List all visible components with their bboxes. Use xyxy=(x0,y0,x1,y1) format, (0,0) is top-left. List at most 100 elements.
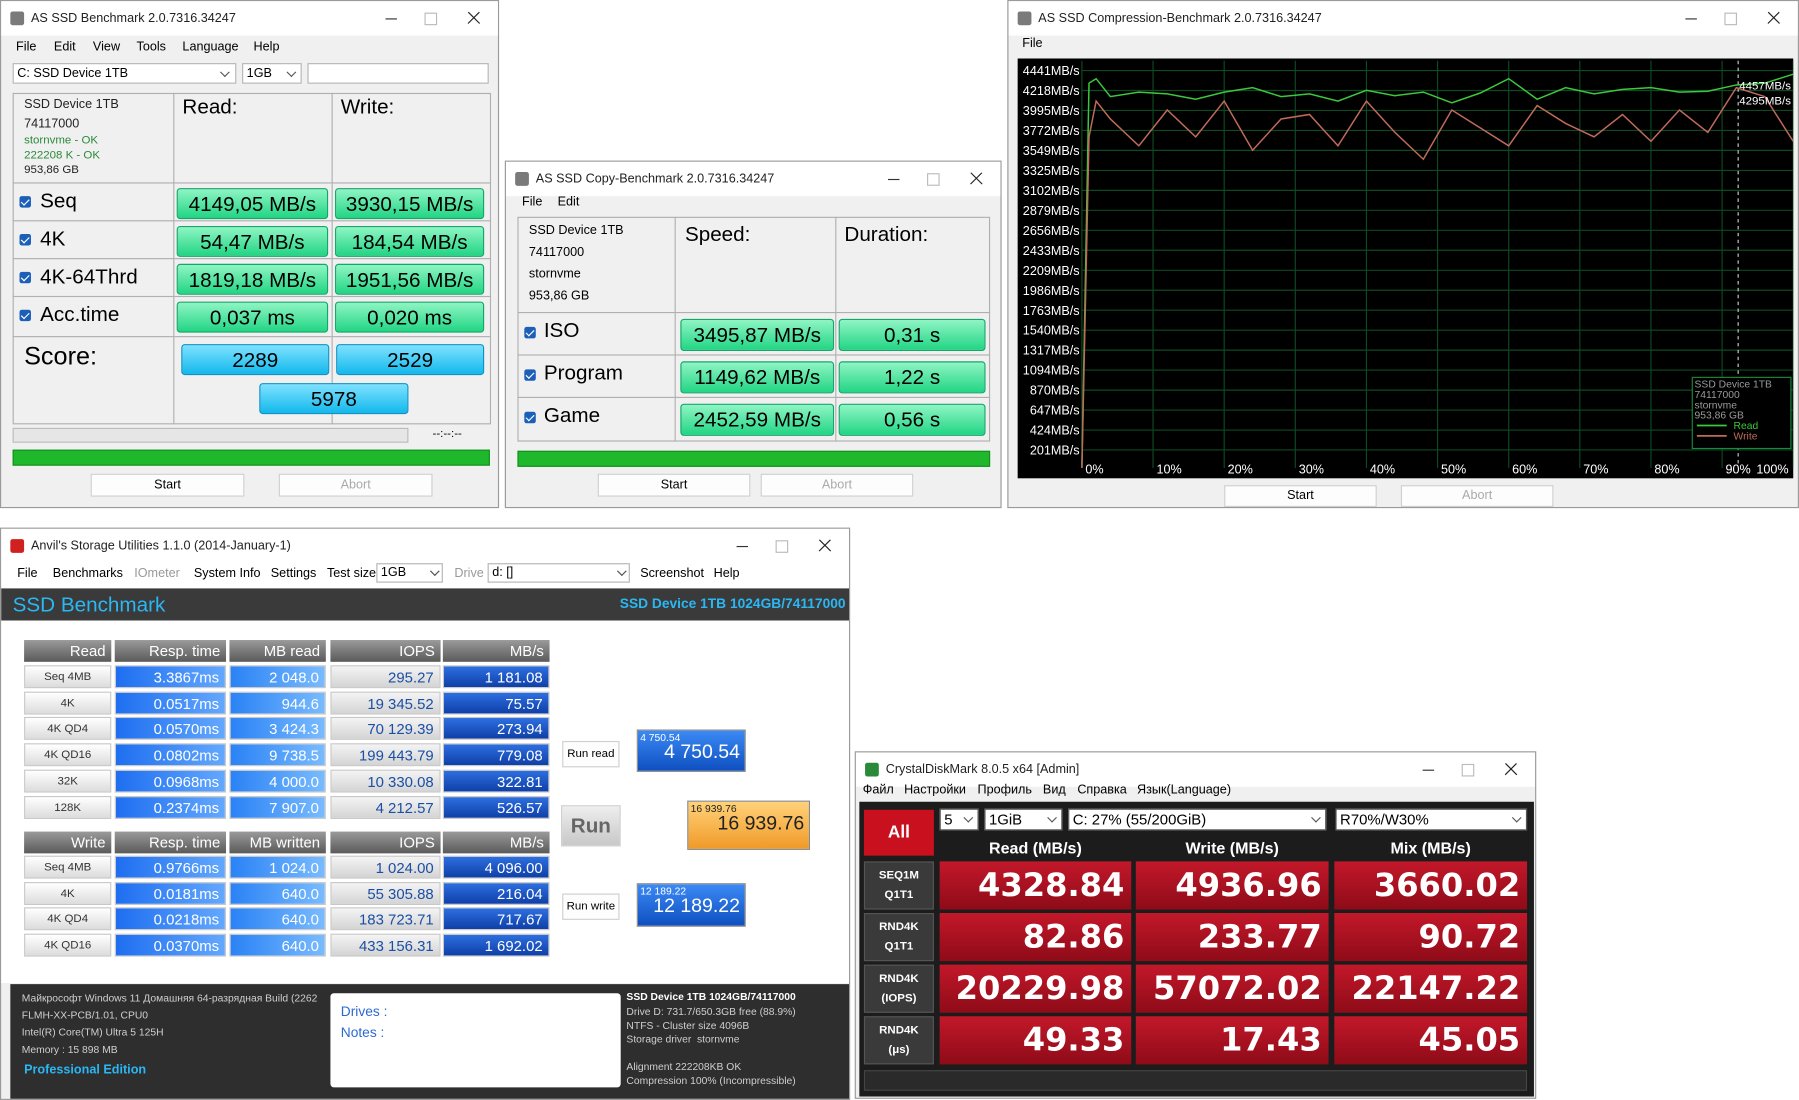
minimize-button[interactable] xyxy=(736,545,749,548)
row-label: 4K xyxy=(24,691,112,715)
row-label-line: (IOPS) xyxy=(881,992,917,1005)
all-button[interactable]: All xyxy=(863,809,934,856)
x-tick-label: 60% xyxy=(1512,463,1537,477)
start-button[interactable]: Start xyxy=(597,473,751,497)
column-header: Read (MB/s) xyxy=(989,838,1082,857)
x-tick-label: 50% xyxy=(1441,463,1466,477)
minimize-button[interactable] xyxy=(385,18,397,20)
device-info: 74117000 xyxy=(24,116,80,131)
checkbox[interactable] xyxy=(19,271,31,284)
minimize-button[interactable] xyxy=(1685,18,1697,20)
menu-item[interactable]: View xyxy=(92,40,121,54)
toolbar-item[interactable]: Help xyxy=(713,566,740,581)
run-write-button[interactable]: Run write xyxy=(562,893,620,920)
toolbar-item[interactable]: File xyxy=(17,566,38,581)
size-select[interactable]: 1GB xyxy=(242,63,302,84)
maximize-button[interactable] xyxy=(424,12,438,26)
toolbar-item[interactable]: Test size xyxy=(326,566,377,581)
score-big: 4 750.54 xyxy=(664,740,741,763)
maximize-button[interactable] xyxy=(927,173,940,186)
y-tick-label: 1540MB/s xyxy=(1023,324,1080,338)
result-cell: 10 330.08 xyxy=(330,769,441,793)
menu-item[interactable]: Help xyxy=(253,40,280,54)
close-button[interactable] xyxy=(466,10,482,26)
menu-item[interactable]: Edit xyxy=(557,194,580,209)
path-field xyxy=(307,63,489,84)
result-cell: 640.0 xyxy=(229,881,326,905)
minimize-button[interactable] xyxy=(1422,769,1435,771)
toolbar-item[interactable]: IOmeter xyxy=(134,566,180,581)
toolbar-item[interactable]: Settings xyxy=(270,566,317,581)
count-select[interactable]: 5 xyxy=(939,808,979,831)
checkbox[interactable] xyxy=(19,233,31,246)
checkbox[interactable] xyxy=(19,309,31,322)
menu-item[interactable]: Tools xyxy=(136,40,166,54)
maximize-button[interactable] xyxy=(1461,763,1475,777)
score-big: 12 189.22 xyxy=(653,894,741,917)
chart: 4441MB/s 4218MB/s 3995MB/s 3772MB/s 3549MB/s… xyxy=(1017,58,1794,479)
table-header: Read xyxy=(24,640,112,662)
drive-select[interactable]: C: SSD Device 1TB xyxy=(12,63,237,84)
row-label: RND4K (μs) xyxy=(863,1016,934,1065)
result-cell: 90.72 xyxy=(1334,913,1528,962)
menu-item[interactable]: Language xyxy=(182,40,239,54)
menu-item[interactable]: Вид xyxy=(1042,783,1066,798)
result-cell: 273.94 xyxy=(442,717,550,741)
x-tick-label: 70% xyxy=(1583,463,1608,477)
row-label: 4K QD4 xyxy=(24,717,112,741)
comment-bar xyxy=(863,1070,1528,1091)
row-label-line: RND4K xyxy=(879,972,919,986)
start-button[interactable]: Start xyxy=(1224,485,1377,507)
menu-item[interactable]: Настройки xyxy=(904,783,966,798)
toolbar-item[interactable]: System Info xyxy=(193,566,261,581)
table-header: Write xyxy=(24,831,112,854)
test-size-select[interactable]: 1GB xyxy=(376,563,443,583)
checkbox[interactable] xyxy=(524,411,536,424)
result-cell: 70 129.39 xyxy=(330,717,441,741)
row-label: 4K QD4 xyxy=(24,907,112,931)
result-cell: 55 305.88 xyxy=(330,881,441,905)
menu-item[interactable]: File xyxy=(522,194,543,209)
maximize-button[interactable] xyxy=(775,540,789,553)
menu-item[interactable]: File xyxy=(1022,36,1043,51)
score-small: 4 750.54 xyxy=(640,731,681,744)
close-button[interactable] xyxy=(817,538,833,554)
checkbox[interactable] xyxy=(19,196,31,208)
checkbox[interactable] xyxy=(524,369,536,381)
menu-item[interactable]: Edit xyxy=(53,40,76,54)
close-button[interactable] xyxy=(968,171,984,187)
abort-button[interactable]: Abort xyxy=(278,473,433,497)
run-read-button[interactable]: Run read xyxy=(562,740,620,768)
drive-select[interactable]: d: [] xyxy=(487,563,630,583)
notes-label: Notes : xyxy=(340,1024,385,1041)
device-info: SSD Device 1TB xyxy=(528,223,624,238)
menu-item[interactable]: File xyxy=(16,40,37,54)
close-button[interactable] xyxy=(1503,762,1519,778)
x-tick-label: 10% xyxy=(1156,463,1181,477)
abort-button[interactable]: Abort xyxy=(760,473,914,497)
menu-item[interactable]: Язык(Language) xyxy=(1136,783,1232,798)
result-cell: 0.0181ms xyxy=(114,881,227,905)
abort-button[interactable]: Abort xyxy=(1400,485,1554,507)
toolbar-item[interactable]: Benchmarks xyxy=(52,566,123,581)
start-button[interactable]: Start xyxy=(90,473,245,497)
mix-select[interactable]: R70%/W30% xyxy=(1335,808,1528,831)
compression-window: AS SSD Compression-Benchmark 2.0.7316.34… xyxy=(1007,0,1799,509)
legend-label: Read xyxy=(1734,421,1759,432)
series-line xyxy=(1081,73,1794,468)
menu-item[interactable]: Профиль xyxy=(977,783,1032,798)
row-label-line: SEQ1M xyxy=(878,869,919,883)
toolbar-item[interactable]: Screenshot xyxy=(640,566,705,581)
result-cell: 0.0968ms xyxy=(114,769,227,793)
checkbox[interactable] xyxy=(524,326,536,339)
read-score: 4 750.54 4 750.54 xyxy=(636,729,746,772)
minimize-button[interactable] xyxy=(888,178,900,181)
drive-select[interactable]: C: 27% (55/200GiB) xyxy=(1068,808,1327,831)
y-tick-label: 3995MB/s xyxy=(1023,104,1080,118)
menu-item[interactable]: Справка xyxy=(1077,783,1127,798)
menu-item[interactable]: Файл xyxy=(862,783,894,798)
size-select[interactable]: 1GiB xyxy=(984,808,1063,831)
maximize-button[interactable] xyxy=(1724,12,1738,26)
run-button[interactable]: Run xyxy=(561,805,621,847)
close-button[interactable] xyxy=(1766,10,1782,26)
